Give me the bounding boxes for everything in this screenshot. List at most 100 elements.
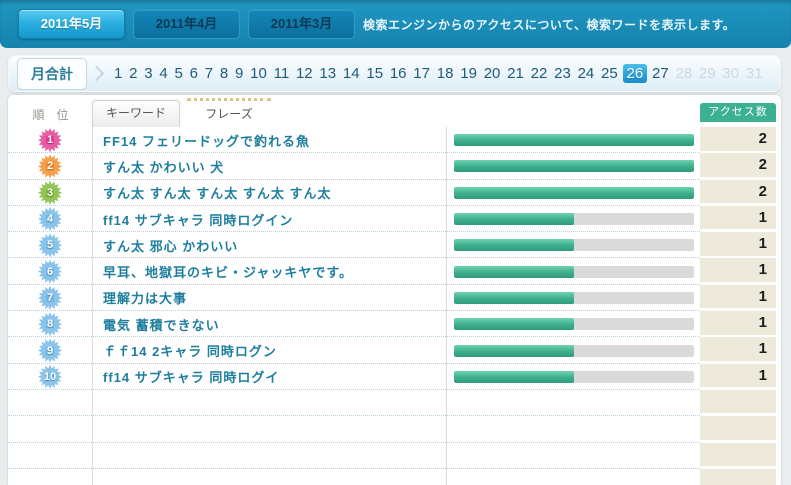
- day-1[interactable]: 1: [114, 65, 123, 82]
- day-13[interactable]: 13: [319, 65, 337, 82]
- count-cell: 1: [700, 258, 776, 282]
- day-7[interactable]: 7: [204, 65, 214, 82]
- day-6[interactable]: 6: [189, 65, 198, 82]
- phrase-text[interactable]: 早耳、地獄耳のキビ・ジャッキヤです。: [103, 265, 354, 281]
- count-cell: [700, 416, 776, 440]
- table-row: 2 すん太 かわいい 犬 2: [8, 153, 781, 180]
- phrase-cell: ff14 サブキャラ 同時ログイ: [94, 363, 447, 390]
- day-4[interactable]: 4: [159, 65, 168, 82]
- rank-cell: 4: [8, 205, 93, 233]
- count-cell: 2: [700, 153, 776, 177]
- day-16[interactable]: 16: [389, 65, 407, 82]
- table-row: 5 すん太 邪心 かわいい 1: [8, 232, 781, 259]
- day-11[interactable]: 11: [273, 65, 290, 82]
- phrase-cell: ｆｆ14 2キャラ 同時ログン: [94, 337, 447, 364]
- phrase-text[interactable]: 理解力は大事: [103, 291, 188, 307]
- rank-cell: 6: [8, 258, 93, 285]
- rank-cell: 9: [8, 337, 93, 364]
- count-cell: 1: [700, 311, 776, 335]
- rank-column-header: 順 位: [32, 108, 69, 122]
- rank-cell: 1: [8, 127, 93, 154]
- day-18[interactable]: 18: [436, 65, 454, 82]
- rank-cell: 3: [8, 179, 93, 206]
- top-header-bar: 2011年5月 2011年4月 2011年3月 検索エンジンからのアクセスについて、…: [0, 0, 791, 48]
- day-24[interactable]: 24: [577, 65, 595, 82]
- rank-cell: 7: [8, 284, 93, 312]
- day-12[interactable]: 12: [295, 65, 313, 82]
- bar-fill: [454, 134, 694, 147]
- empty-table-row: [8, 468, 781, 485]
- day-27[interactable]: 27: [651, 65, 669, 82]
- table-row: 1 FF14 フェリードッグで釣れる魚 2: [8, 127, 781, 154]
- day-30: 30: [722, 65, 740, 82]
- rank-badge: 7: [38, 285, 62, 310]
- month-tab-2[interactable]: 2011年4月: [133, 9, 240, 39]
- phrase-text[interactable]: ｆｆ14 2キャラ 同時ログン: [103, 344, 277, 360]
- empty-table-row: [8, 416, 781, 443]
- rank-badge: 9: [38, 338, 62, 363]
- day-5[interactable]: 5: [174, 65, 183, 82]
- day-31: 31: [745, 65, 763, 82]
- count-cell: [700, 389, 776, 414]
- day-8[interactable]: 8: [219, 65, 229, 82]
- day-23[interactable]: 23: [554, 65, 571, 82]
- day-26[interactable]: 26: [622, 64, 648, 83]
- bar-track: [454, 186, 694, 199]
- day-21[interactable]: 21: [507, 65, 524, 82]
- rank-badge: 8: [38, 312, 62, 337]
- day-10[interactable]: 10: [250, 65, 267, 82]
- bar-fill: [454, 160, 694, 173]
- bar-fill: [454, 239, 574, 252]
- phrase-text[interactable]: すん太 邪心 かわいい: [103, 238, 239, 254]
- table-row: 4 ff14 サブキャラ 同時ログイン 1: [8, 205, 781, 233]
- count-cell: 2: [700, 127, 776, 151]
- phrase-cell: [94, 442, 447, 469]
- bar-track: [454, 160, 694, 173]
- day-14[interactable]: 14: [342, 65, 360, 82]
- day-22[interactable]: 22: [530, 65, 548, 82]
- count-cell: 1: [700, 337, 776, 361]
- day-17[interactable]: 17: [413, 65, 430, 82]
- tab-phrase[interactable]: フレーズ: [187, 98, 271, 127]
- rank-badge: 2: [38, 154, 62, 179]
- month-tab-1[interactable]: 2011年5月: [18, 9, 125, 39]
- bar-track: [454, 239, 694, 252]
- day-15[interactable]: 15: [366, 65, 384, 82]
- phrase-text[interactable]: すん太 すん太 すん太 すん太 すん太: [103, 186, 332, 202]
- bar-cell: [448, 127, 700, 153]
- rank-cell: 5: [8, 232, 93, 259]
- day-3[interactable]: 3: [144, 65, 153, 82]
- day-2[interactable]: 2: [129, 65, 138, 82]
- rank-cell: [8, 416, 93, 443]
- count-cell: [700, 442, 776, 467]
- table-row: 7 理解力は大事 1: [8, 284, 781, 312]
- access-count-header: アクセス数: [700, 103, 776, 122]
- day-25[interactable]: 25: [601, 65, 618, 82]
- tab-keyword[interactable]: キーワード: [92, 100, 180, 127]
- count-cell: 1: [700, 205, 776, 230]
- bar-track: [454, 134, 694, 147]
- bar-track: [454, 291, 694, 304]
- bar-cell: [448, 232, 700, 258]
- phrase-text[interactable]: FF14 フェリードッグで釣れる魚: [103, 133, 310, 149]
- bar-cell: [448, 364, 700, 390]
- phrase-cell: 理解力は大事: [94, 284, 447, 312]
- day-19[interactable]: 19: [460, 65, 477, 82]
- table-row: 8 電気 蓄積できない 1: [8, 311, 781, 338]
- phrase-cell: [94, 416, 447, 443]
- phrase-text[interactable]: ff14 サブキャラ 同時ログイン: [103, 212, 294, 228]
- month-tab-3[interactable]: 2011年3月: [248, 9, 355, 39]
- bar-fill: [454, 265, 574, 278]
- bar-fill: [454, 318, 574, 331]
- empty-table-row: [8, 442, 781, 470]
- month-total-button[interactable]: 月合計: [17, 57, 87, 90]
- day-list: 1 2 3 4 5 6 7 8 9 10 11 12 13 14 15 16 17 18 19 20 21 22 23 24 2…: [110, 64, 781, 83]
- rank-cell: [8, 442, 93, 469]
- bar-track: [454, 213, 694, 226]
- day-9[interactable]: 9: [235, 65, 244, 82]
- phrase-text[interactable]: 電気 蓄積できない: [103, 317, 220, 333]
- phrase-text[interactable]: すん太 かわいい 犬: [103, 159, 225, 175]
- phrase-text[interactable]: ff14 サブキャラ 同時ログイ: [103, 370, 280, 386]
- day-20[interactable]: 20: [483, 65, 501, 82]
- phrase-cell: 早耳、地獄耳のキビ・ジャッキヤです。: [94, 258, 447, 285]
